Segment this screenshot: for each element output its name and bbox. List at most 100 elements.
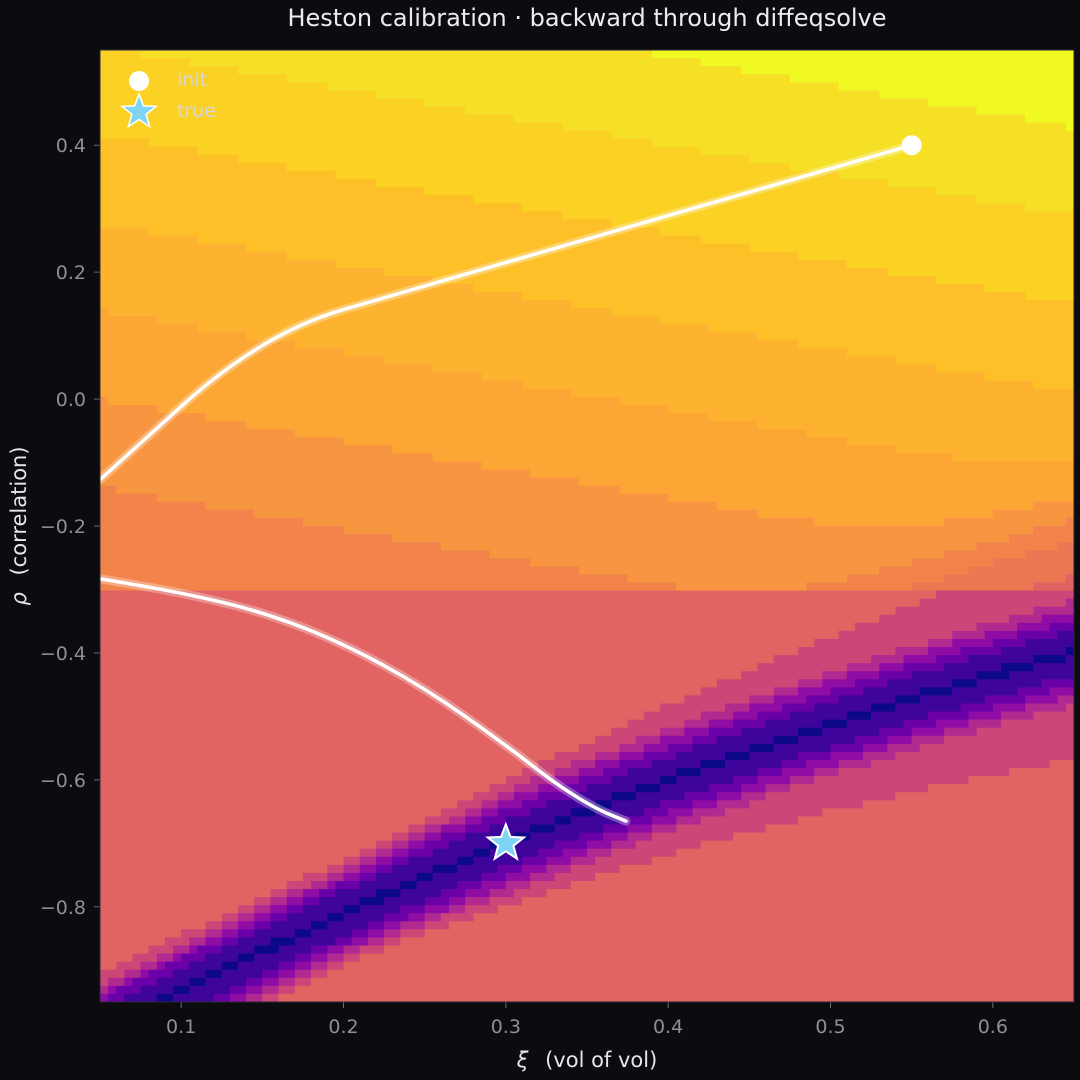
contour-band-cell <box>132 953 158 963</box>
contour-band-cell <box>611 219 1074 229</box>
contour-band-cell <box>100 90 377 100</box>
true-point-star-icon <box>485 821 527 862</box>
contour-band-cell <box>724 759 783 769</box>
contour-band-cell <box>181 953 207 963</box>
contour-band-cell <box>189 985 231 995</box>
contour-band-cell <box>100 453 434 463</box>
contour-band-cell <box>100 501 207 511</box>
contour-band-cell <box>367 921 385 930</box>
contour-band-cell <box>100 776 507 785</box>
contour-band-cell <box>335 937 353 947</box>
contour-band-cell <box>100 905 239 914</box>
contour-band-cell <box>100 566 580 576</box>
contour-band-cell <box>375 840 393 850</box>
contour-band-cell <box>757 509 994 519</box>
contour-band-cell <box>100 146 198 156</box>
contour-band-cell <box>311 961 328 971</box>
contour-band-cell <box>944 663 1002 672</box>
contour-band-cell <box>302 872 328 882</box>
contour-band-cell <box>936 187 1074 196</box>
contour-band-cell <box>311 953 328 963</box>
contour-band-cell <box>100 74 288 83</box>
contour-band-cell <box>603 832 629 842</box>
contour-band-cell <box>229 985 247 995</box>
contour-band-cell <box>700 711 734 721</box>
contour-band-cell <box>465 897 491 906</box>
contour-band-cell <box>124 969 142 979</box>
contour-band-cell <box>968 776 1074 785</box>
contour-band-cell <box>108 985 117 995</box>
contour-band-cell <box>237 921 255 930</box>
contour-band-cell <box>814 638 929 648</box>
contour-band-cell <box>692 800 718 809</box>
contour-band-cell <box>100 921 207 930</box>
contour-band-cell <box>814 703 872 713</box>
contour-band-cell <box>879 614 1010 624</box>
contour-band-cell <box>781 703 815 713</box>
contour-band-cell <box>627 768 677 777</box>
contour-band-cell <box>911 671 978 680</box>
contour-band-cell <box>270 913 288 922</box>
contour-band-cell <box>546 889 1074 898</box>
contour-band-cell <box>651 816 677 826</box>
contour-band-cell <box>384 921 401 930</box>
contour-band-cell <box>254 945 280 955</box>
contour-band-cell <box>100 114 515 124</box>
contour-band-cell <box>773 695 807 705</box>
contour-band-cell <box>424 816 450 826</box>
contour-band-cell <box>400 921 426 930</box>
contour-band-cell <box>302 517 815 527</box>
contour-band-cell <box>221 945 255 955</box>
contour-band-cell <box>887 735 913 745</box>
contour-band-cell <box>327 953 345 963</box>
contour-band-cell <box>246 993 263 1002</box>
contour-band-cell <box>976 622 1018 632</box>
contour-band-cell <box>384 897 426 906</box>
contour-band-cell <box>100 66 239 75</box>
contour-band-cell <box>100 509 255 519</box>
contour-band-cell <box>854 735 888 745</box>
contour-band-cell <box>100 590 937 600</box>
contour-band-cell <box>100 98 426 108</box>
contour-band-cell <box>343 526 1035 535</box>
contour-band-cell <box>100 655 775 664</box>
contour-band-cell <box>108 308 612 317</box>
contour-band-cell <box>927 784 1074 793</box>
contour-band-cell <box>936 364 1074 374</box>
contour-band-cell <box>100 735 596 745</box>
contour-band-cell <box>100 687 702 697</box>
contour-band-cell <box>375 179 888 188</box>
plot-frame <box>99 49 1075 1003</box>
contour-band-cell <box>660 227 1074 237</box>
contour-band-cell <box>538 784 564 793</box>
contour-band-cell <box>173 945 190 955</box>
contour-band-cell <box>367 929 385 939</box>
contour-band-cell <box>611 776 661 785</box>
contour-band-cell <box>100 332 247 342</box>
contour-band-cell <box>789 776 815 785</box>
contour-band-cell <box>100 598 921 608</box>
contour-band-cell <box>538 848 564 858</box>
contour-band-cell <box>668 743 694 753</box>
contour-band-cell <box>903 655 937 664</box>
contour-band-cell <box>1033 582 1074 592</box>
contour-band-cell <box>757 663 848 672</box>
contour-band-cell <box>116 485 621 495</box>
contour-band-cell <box>976 727 1074 737</box>
contour-band-cell <box>895 703 961 713</box>
contour-band-cell <box>440 832 466 842</box>
contour-band-cell <box>838 759 872 769</box>
contour-band-cell <box>773 743 832 753</box>
contour-band-cell <box>424 98 929 108</box>
contour-band-cell <box>457 880 483 890</box>
contour-band-cell <box>643 808 669 818</box>
contour-band-cell <box>936 275 1074 285</box>
contour-band-cell <box>440 542 978 551</box>
contour-band-cell <box>221 969 263 979</box>
contour-band-cell <box>619 743 645 753</box>
contour-band-cell <box>716 735 775 745</box>
contour-band-cell <box>846 663 880 672</box>
contour-band-cell <box>140 961 158 971</box>
contour-band-cell <box>311 929 353 939</box>
contour-band-cell <box>570 388 1074 398</box>
